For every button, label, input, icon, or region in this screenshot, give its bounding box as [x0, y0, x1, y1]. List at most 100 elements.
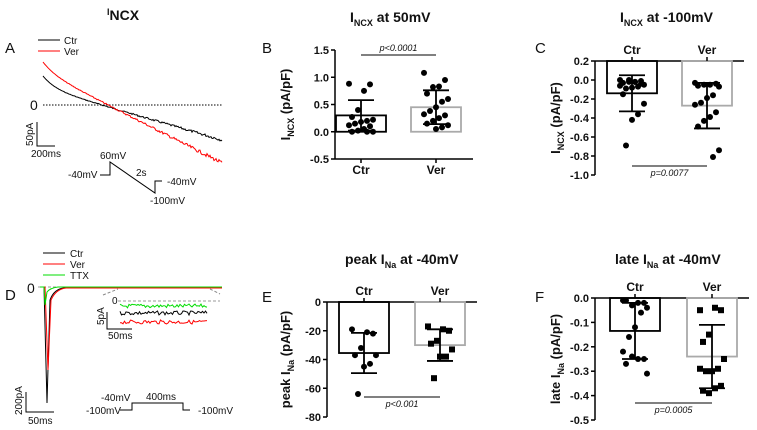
data-point	[701, 81, 707, 88]
data-point	[698, 99, 704, 106]
data-point	[623, 297, 629, 304]
data-point	[424, 90, 430, 97]
data-point	[349, 114, 355, 121]
data-point	[439, 98, 445, 105]
p-value-label: p<0.001	[385, 399, 419, 409]
ylabel-sub: Na	[556, 362, 566, 374]
data-point	[424, 120, 430, 127]
data-point	[706, 331, 712, 338]
data-point	[704, 95, 710, 102]
data-point	[629, 302, 635, 309]
x-tick-label: Ctr	[626, 280, 644, 294]
data-point	[355, 391, 361, 397]
inset-scale-bar	[106, 312, 132, 330]
data-point	[635, 299, 641, 306]
y-tick-label: -0.3	[570, 366, 589, 378]
data-point	[425, 323, 431, 330]
title-sub: Na	[385, 260, 397, 270]
ylabel-sub: NCX	[286, 118, 296, 137]
data-point	[707, 114, 713, 121]
x-tick-label: Ver	[427, 163, 446, 177]
inset-guide	[102, 288, 119, 296]
scale-x-label: 50ms	[28, 416, 52, 427]
data-point	[709, 368, 715, 375]
data-point	[629, 353, 635, 360]
zero-label: 0	[27, 280, 35, 296]
data-point	[707, 81, 713, 88]
ylabel-main: I	[278, 137, 293, 141]
data-point	[629, 116, 635, 123]
title-rest: at -40mV	[658, 251, 721, 267]
ctr-trace	[42, 75, 223, 142]
ylabel-sub: Na	[286, 359, 296, 371]
data-point	[632, 324, 638, 331]
data-point	[433, 104, 439, 111]
data-point	[352, 120, 358, 127]
data-point	[626, 334, 632, 341]
data-point	[443, 353, 449, 360]
legend-ctr-label: Ctr	[70, 249, 84, 260]
y-tick-label: 0.0	[574, 293, 589, 305]
x-tick-label: Ver	[703, 280, 722, 294]
panel-letter: B	[262, 40, 272, 57]
data-point	[638, 309, 644, 316]
data-point	[436, 83, 442, 90]
data-point	[617, 82, 623, 89]
legend-ver-label: Ver	[70, 260, 86, 271]
data-point	[715, 365, 721, 372]
data-point	[623, 85, 629, 92]
chart-title: INCX at 50mV	[350, 9, 431, 28]
inset-ttx-trace	[119, 303, 208, 309]
x-tick-label: Ctr	[352, 163, 370, 177]
inset-guide	[209, 288, 221, 295]
data-point	[364, 128, 370, 135]
ylabel-main: I	[548, 150, 563, 154]
x-tick-label: Ctr	[623, 43, 641, 57]
data-point	[716, 83, 722, 90]
p-value-label: p=0.0077	[650, 168, 690, 178]
data-point	[355, 127, 361, 134]
ylabel-main: late I	[548, 374, 563, 404]
panel-d: D Ctr Ver TTX 0 0 5pA 50ms 200pA 50ms -4…	[5, 249, 233, 427]
y-axis-label: late INa (pA/pF)	[548, 314, 566, 404]
ttx-trace	[40, 286, 222, 306]
data-point	[349, 128, 355, 135]
inset-zero-label: 0	[112, 296, 118, 307]
data-point	[355, 106, 361, 113]
data-point	[421, 69, 427, 76]
title-rest: at -100mV	[643, 9, 714, 25]
panel-letter: D	[5, 287, 16, 304]
data-point	[718, 382, 724, 389]
scale-bar	[36, 122, 55, 147]
ylabel-rest: (pA/pF)	[278, 69, 293, 118]
y-tick-label: -1.0	[570, 170, 589, 182]
legend-ttx-label: TTX	[70, 271, 89, 282]
y-tick-label: 0.0	[574, 75, 589, 87]
protocol-step-label: -40mV	[101, 393, 131, 404]
panel-letter: C	[535, 40, 546, 57]
data-point	[370, 128, 376, 135]
data-point	[721, 356, 727, 362]
y-tick-label: -0.8	[570, 151, 589, 163]
ylabel-rest: (pA/pF)	[278, 311, 293, 360]
data-point	[373, 352, 379, 359]
chart-title: INCX at -100mV	[620, 9, 714, 28]
data-point	[703, 368, 709, 375]
y-tick-label: -0.4	[570, 113, 590, 125]
y-tick-label: -0.5	[570, 415, 589, 427]
scale-x-label: 200ms	[31, 149, 61, 160]
data-point	[430, 84, 436, 91]
data-point	[427, 108, 433, 115]
data-point	[695, 123, 701, 130]
data-point	[430, 117, 436, 124]
data-point	[620, 91, 626, 98]
data-point	[428, 340, 434, 347]
panel-letter: A	[5, 40, 15, 57]
y-tick-label: -60	[305, 383, 321, 395]
data-point	[623, 142, 629, 149]
data-point	[629, 84, 635, 91]
data-point	[346, 122, 352, 129]
